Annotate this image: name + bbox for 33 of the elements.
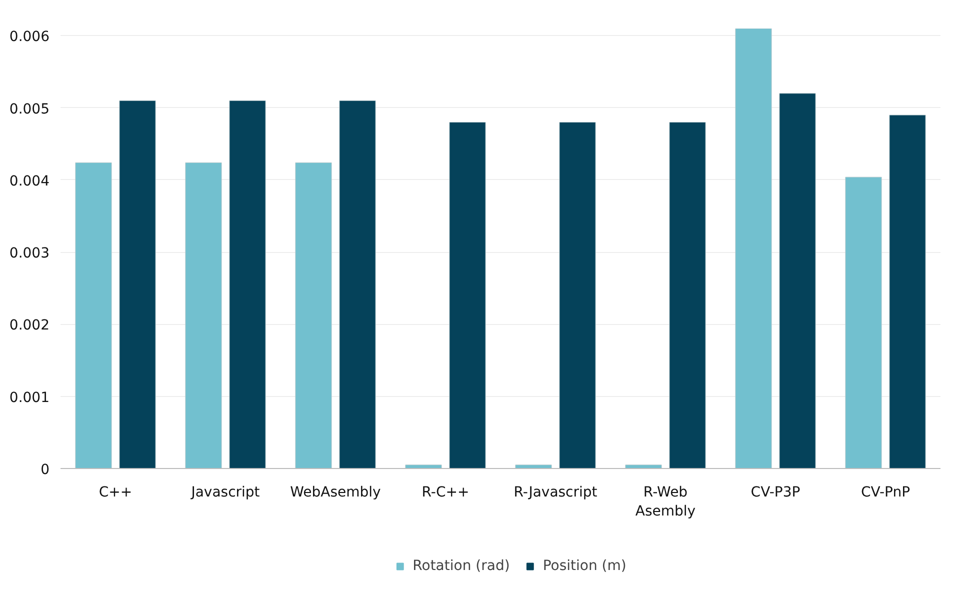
bar	[669, 122, 706, 468]
bar	[779, 93, 816, 468]
bar	[625, 464, 662, 468]
x-tick-label: WebAsembly	[290, 484, 381, 500]
y-tick-label: 0	[40, 462, 50, 478]
bar	[559, 122, 596, 468]
y-tick-label: 0.001	[9, 390, 50, 406]
y-tick-label: 0.004	[9, 173, 50, 190]
x-tick-label: CV-P3P	[750, 484, 800, 500]
bar	[75, 162, 112, 468]
bar	[119, 100, 156, 468]
bar	[735, 28, 772, 468]
y-tick-label: 0.006	[9, 29, 50, 46]
x-tick-label: R-Web Asembly	[635, 484, 696, 520]
bar	[449, 122, 486, 468]
bar	[185, 162, 222, 468]
legend-label: Rotation (rad)	[412, 558, 510, 574]
y-tick-label: 0.002	[9, 318, 50, 334]
x-tick-label: R-Javascript	[514, 484, 598, 500]
bar	[339, 100, 376, 468]
bar	[295, 162, 332, 468]
bar	[515, 464, 552, 468]
bar	[405, 464, 442, 468]
legend-label: Position (m)	[542, 558, 626, 574]
x-tick-label: CV-PnP	[860, 484, 910, 500]
x-tick-label: Javascript	[190, 484, 260, 500]
x-tick-label: C++	[98, 484, 132, 500]
y-tick-label: 0.005	[9, 101, 50, 118]
bar	[889, 114, 926, 468]
x-tick-label: R-C++	[422, 484, 470, 500]
bar	[229, 100, 266, 468]
bar	[845, 176, 882, 468]
y-tick-label: 0.003	[9, 246, 50, 262]
